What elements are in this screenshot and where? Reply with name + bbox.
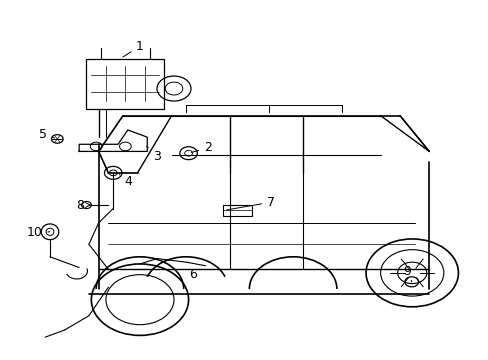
Text: 2: 2 bbox=[191, 141, 211, 154]
Text: 10: 10 bbox=[26, 226, 50, 239]
Bar bbox=[86, 59, 164, 109]
Text: 1: 1 bbox=[122, 40, 143, 57]
Text: 5: 5 bbox=[39, 128, 55, 141]
Text: 6: 6 bbox=[188, 262, 197, 281]
Text: 4: 4 bbox=[119, 175, 132, 188]
Bar bbox=[222, 205, 251, 216]
Text: 7: 7 bbox=[226, 195, 275, 210]
Text: 8: 8 bbox=[76, 198, 90, 212]
Text: 9: 9 bbox=[403, 265, 411, 282]
Text: 3: 3 bbox=[146, 146, 161, 163]
